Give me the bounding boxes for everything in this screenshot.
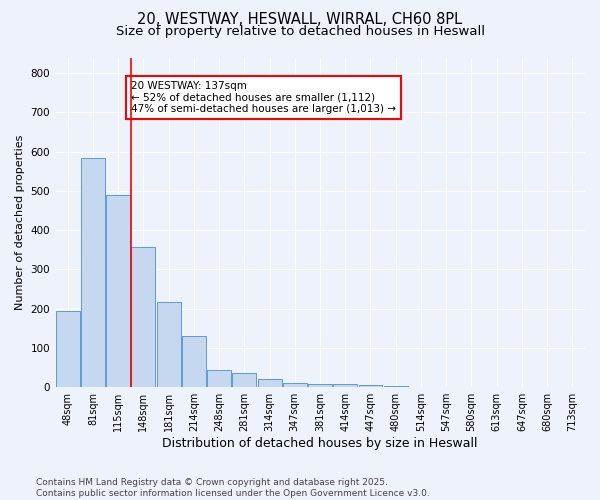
Text: Contains HM Land Registry data © Crown copyright and database right 2025.
Contai: Contains HM Land Registry data © Crown c… (36, 478, 430, 498)
Bar (232, 374, 256, 387)
Bar (182, 336, 206, 387)
Bar (207, 370, 231, 387)
Text: Size of property relative to detached houses in Heswall: Size of property relative to detached ho… (115, 25, 485, 38)
Bar (359, 385, 382, 387)
Bar (81, 158, 105, 387)
Bar (384, 386, 408, 387)
Bar (283, 384, 307, 387)
Y-axis label: Number of detached properties: Number of detached properties (15, 134, 25, 310)
Bar (157, 302, 181, 387)
Bar (308, 384, 332, 387)
Bar (106, 195, 130, 387)
Text: 20 WESTWAY: 137sqm
← 52% of detached houses are smaller (1,112)
47% of semi-deta: 20 WESTWAY: 137sqm ← 52% of detached hou… (131, 81, 396, 114)
Bar (257, 380, 281, 387)
Bar (56, 312, 80, 387)
Text: 20, WESTWAY, HESWALL, WIRRAL, CH60 8PL: 20, WESTWAY, HESWALL, WIRRAL, CH60 8PL (137, 12, 463, 28)
Bar (333, 384, 357, 387)
Bar (131, 246, 155, 387)
X-axis label: Distribution of detached houses by size in Heswall: Distribution of detached houses by size … (162, 437, 478, 450)
